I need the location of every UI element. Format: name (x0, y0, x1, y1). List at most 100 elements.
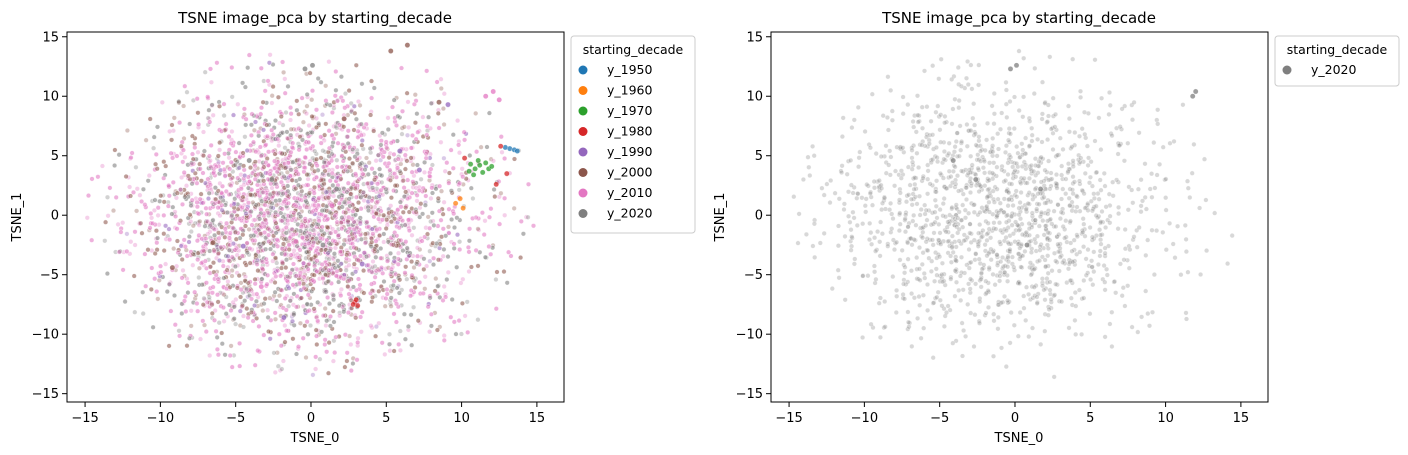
background-point (299, 188, 305, 194)
background-point (229, 364, 235, 370)
background-point (234, 252, 240, 258)
background-point (324, 318, 330, 324)
background-point (289, 144, 295, 150)
background-point (388, 303, 394, 309)
background-point (218, 167, 223, 173)
background-point (423, 155, 429, 161)
background-point (297, 247, 303, 253)
background-point (410, 179, 416, 185)
background-point (284, 129, 290, 135)
background-point (166, 226, 172, 232)
background-point (182, 294, 188, 300)
background-point (355, 237, 361, 243)
background-point (269, 185, 275, 191)
background-point (438, 86, 444, 91)
background-point (290, 140, 296, 146)
background-point (347, 203, 353, 209)
background-point (211, 260, 216, 266)
background-point (244, 306, 250, 312)
background-point (241, 324, 246, 330)
background-point (142, 251, 148, 257)
background-point (127, 251, 133, 257)
background-point (163, 223, 169, 229)
background-point (222, 352, 228, 358)
background-point (441, 155, 447, 161)
background-point (152, 251, 158, 256)
background-point (231, 304, 237, 310)
background-point (302, 109, 308, 115)
background-point (175, 250, 181, 256)
background-point (410, 133, 415, 138)
background-point (435, 283, 441, 289)
background-point (316, 195, 322, 201)
background-point (309, 114, 315, 119)
background-point (417, 279, 423, 285)
background-point (427, 295, 433, 301)
background-point (128, 155, 134, 161)
background-point (428, 219, 434, 224)
background-point (355, 335, 361, 341)
background-point (378, 255, 384, 261)
background-point (189, 181, 195, 187)
background-point (372, 274, 378, 280)
background-point (345, 229, 351, 235)
background-point (319, 224, 325, 230)
background-point (385, 115, 391, 121)
background-point (191, 176, 197, 182)
background-point (221, 275, 227, 281)
background-point (427, 173, 433, 179)
background-point (473, 110, 479, 116)
background-point (422, 274, 428, 280)
background-point (438, 76, 444, 82)
background-point (415, 318, 421, 324)
background-point (217, 103, 222, 109)
background-point (185, 173, 191, 179)
background-point (132, 242, 138, 248)
background-point (401, 311, 407, 317)
background-point (259, 265, 265, 271)
background-point (237, 323, 243, 328)
background-point (124, 248, 130, 254)
background-point (272, 289, 278, 295)
background-point (351, 103, 357, 109)
background-point (258, 111, 264, 117)
background-point (134, 186, 140, 192)
background-point (440, 211, 446, 217)
background-point (248, 132, 254, 138)
background-point (403, 205, 409, 210)
background-point (470, 196, 476, 201)
background-point (315, 76, 321, 81)
background-point (450, 165, 456, 171)
background-point (291, 322, 297, 328)
background-point (260, 288, 266, 294)
background-point (339, 204, 345, 210)
background-point (275, 243, 281, 249)
background-point (277, 293, 282, 299)
background-point (375, 152, 381, 158)
background-point (321, 157, 327, 162)
background-point (350, 182, 356, 187)
background-point (304, 103, 310, 109)
background-point (353, 245, 359, 251)
background-point (391, 278, 397, 284)
background-point (208, 142, 214, 148)
background-point (236, 140, 242, 146)
background-point (233, 149, 239, 155)
background-point (382, 351, 388, 357)
background-point (243, 223, 248, 229)
background-point (286, 328, 291, 334)
background-point (379, 265, 384, 271)
background-point (286, 242, 292, 248)
background-point (289, 295, 294, 301)
background-point (194, 238, 200, 244)
background-point (395, 207, 401, 213)
background-point (221, 292, 227, 298)
background-point (294, 304, 299, 310)
background-point (232, 264, 238, 269)
background-point (424, 68, 430, 74)
background-point (169, 122, 175, 128)
background-point (217, 180, 223, 186)
background-point (388, 219, 394, 225)
background-point (359, 81, 365, 87)
background-point (207, 353, 213, 358)
